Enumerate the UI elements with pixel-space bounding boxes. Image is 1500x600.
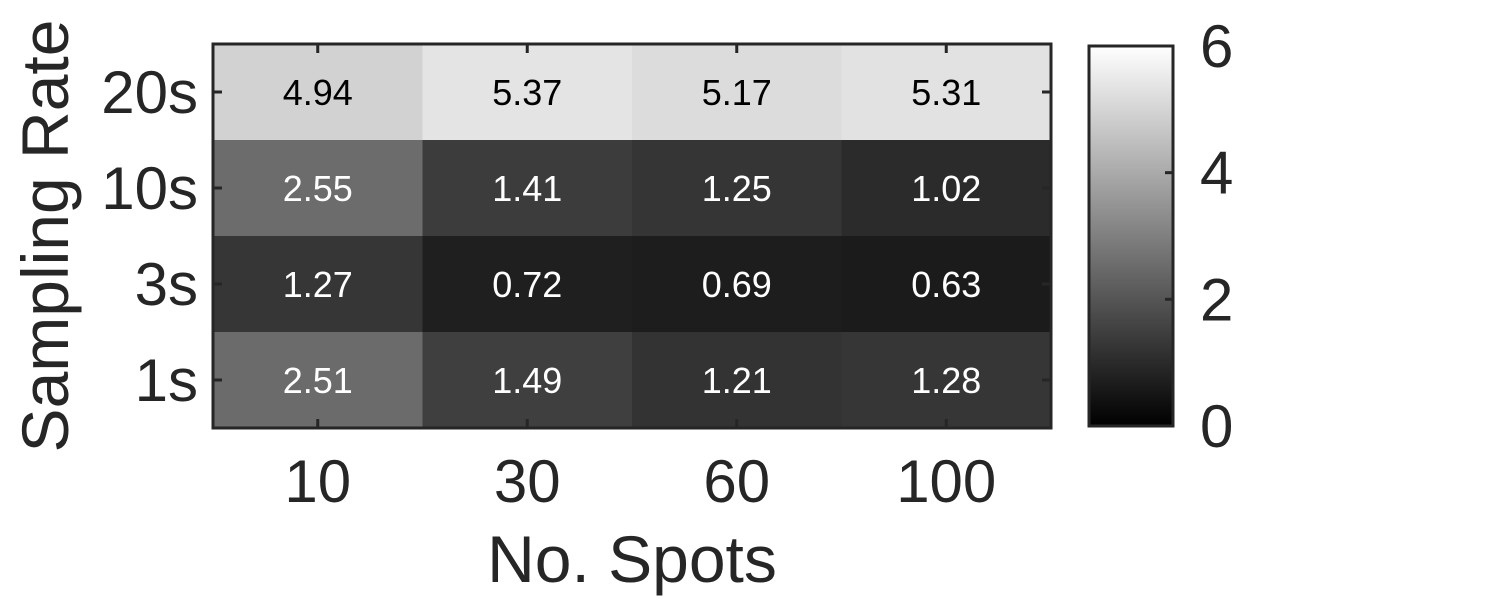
cell-value-label: 0.72: [492, 264, 562, 305]
heatmap-cell: [632, 332, 842, 429]
y-tick-label: 1s: [135, 347, 198, 414]
colorbar-tick-labels: 0 2 4 6: [1200, 13, 1233, 460]
heatmap-cell: [841, 332, 1052, 429]
heatmap-cell: [213, 44, 423, 141]
colorbar-tick-label: 6: [1200, 13, 1233, 80]
cell-value-label: 1.49: [492, 360, 562, 401]
y-tick-label: 3s: [135, 251, 198, 318]
cell-value-label: 0.69: [702, 264, 772, 305]
cell-value-label: 2.55: [283, 168, 353, 209]
cell-value-labels: 4.94 5.37 5.17 5.31 2.55 1.41 1.25 1.02 1.27 0.72…: [283, 72, 982, 401]
cell-value-label: 5.17: [702, 72, 772, 113]
heatmap-cell: [213, 140, 423, 237]
axis-ticks: [213, 44, 1051, 428]
heatmap-cells: [213, 44, 1052, 429]
cell-value-label: 1.28: [911, 360, 981, 401]
heatmap-cell: [841, 140, 1052, 237]
x-axis-tick-labels: 10 30 60 100: [284, 448, 996, 515]
heatmap-cell: [422, 236, 633, 333]
cell-value-label: 2.51: [283, 360, 353, 401]
heatmap-cell: [422, 44, 633, 141]
heatmap-cell: [841, 236, 1052, 333]
x-axis-label: No. Spots: [487, 522, 777, 596]
x-tick-label: 100: [896, 448, 996, 515]
heatmap-cell: [841, 44, 1052, 141]
cell-value-label: 1.21: [702, 360, 772, 401]
cell-value-label: 1.25: [702, 168, 772, 209]
heatmap-cell: [422, 332, 633, 429]
heatmap-cell: [632, 44, 842, 141]
colorbar-tick-label: 2: [1200, 266, 1233, 333]
colorbar: [1087, 44, 1175, 428]
heatmap-cell: [213, 332, 423, 429]
colorbar-ticks: [1165, 44, 1173, 428]
cell-value-label: 4.94: [283, 72, 353, 113]
colorbar-tick-label: 4: [1200, 140, 1233, 207]
cell-value-label: 1.27: [283, 264, 353, 305]
cell-value-label: 5.37: [492, 72, 562, 113]
x-tick-label: 10: [284, 448, 351, 515]
y-axis-tick-labels: 20s 10s 3s 1s: [101, 59, 198, 414]
colorbar-tick-label: 0: [1200, 393, 1233, 460]
cell-value-label: 5.31: [911, 72, 981, 113]
heatmap-cell: [632, 236, 842, 333]
cell-value-label: 1.02: [911, 168, 981, 209]
x-tick-label: 30: [494, 448, 561, 515]
x-tick-label: 60: [703, 448, 770, 515]
cell-value-label: 1.41: [492, 168, 562, 209]
heatmap-cell: [422, 140, 633, 237]
cell-value-label: 0.63: [911, 264, 981, 305]
y-tick-label: 10s: [101, 155, 198, 222]
y-tick-label: 20s: [101, 59, 198, 126]
plot-frame: [211, 42, 1053, 430]
y-axis-label: Sampling Rate: [8, 20, 82, 453]
heatmap-cell: [213, 236, 423, 333]
heatmap-cell: [632, 140, 842, 237]
